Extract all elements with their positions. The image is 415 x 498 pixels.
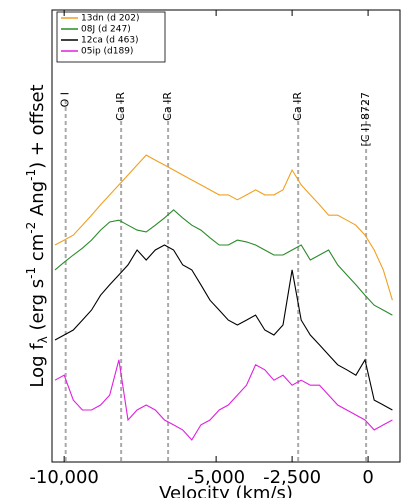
- y-label-part: λ: [36, 336, 50, 343]
- x-tick-label: -10,000: [29, 467, 98, 488]
- legend-label: 05ip (d189): [81, 47, 133, 57]
- legend-box: [56, 11, 166, 63]
- series-line: [54, 244, 393, 411]
- y-label-part: -1: [24, 267, 38, 279]
- y-label-part: ) + offset: [27, 84, 48, 168]
- y-label-part: Ang: [27, 181, 48, 222]
- annotation-label: Ca IR: [114, 92, 127, 121]
- plot-frame: [51, 9, 401, 463]
- series-line: [54, 154, 393, 301]
- y-label-part: -2: [24, 222, 38, 234]
- legend-label: 08J (d 247): [81, 25, 131, 35]
- series-line: [54, 359, 393, 441]
- x-tick-label: 0: [362, 467, 373, 488]
- annotation-label: [C I] 8727: [359, 92, 372, 147]
- legend-label: 12ca (d 463): [81, 36, 139, 46]
- y-label-part: Log f: [27, 343, 48, 388]
- x-tick-label: -5,000: [187, 467, 245, 488]
- y-label-part: -1: [24, 169, 38, 181]
- annotation-label: Ca IR: [161, 92, 174, 121]
- x-axis-label: Velocity (km/s): [159, 483, 293, 498]
- y-axis-label: Log fλ (erg s-1 cm-2 Ang-1) + offset: [24, 84, 50, 387]
- annotation-label: O I: [59, 92, 72, 107]
- series-line: [54, 209, 393, 316]
- y-label-part: (erg s: [27, 279, 48, 336]
- legend-label: 13dn (d 202): [81, 14, 140, 24]
- x-tick-label: -2,500: [263, 467, 321, 488]
- y-label-part: cm: [27, 234, 48, 267]
- annotation-label: Ca IR: [291, 92, 304, 121]
